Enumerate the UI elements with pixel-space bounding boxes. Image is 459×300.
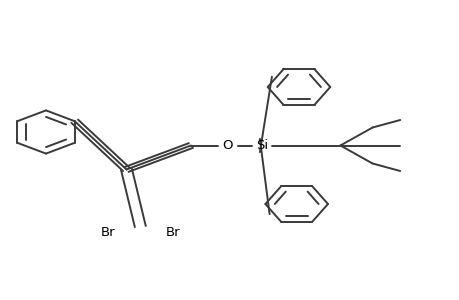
- Text: Br: Br: [100, 226, 115, 239]
- Text: Br: Br: [165, 226, 180, 239]
- Text: Si: Si: [256, 139, 268, 152]
- Text: O: O: [222, 139, 232, 152]
